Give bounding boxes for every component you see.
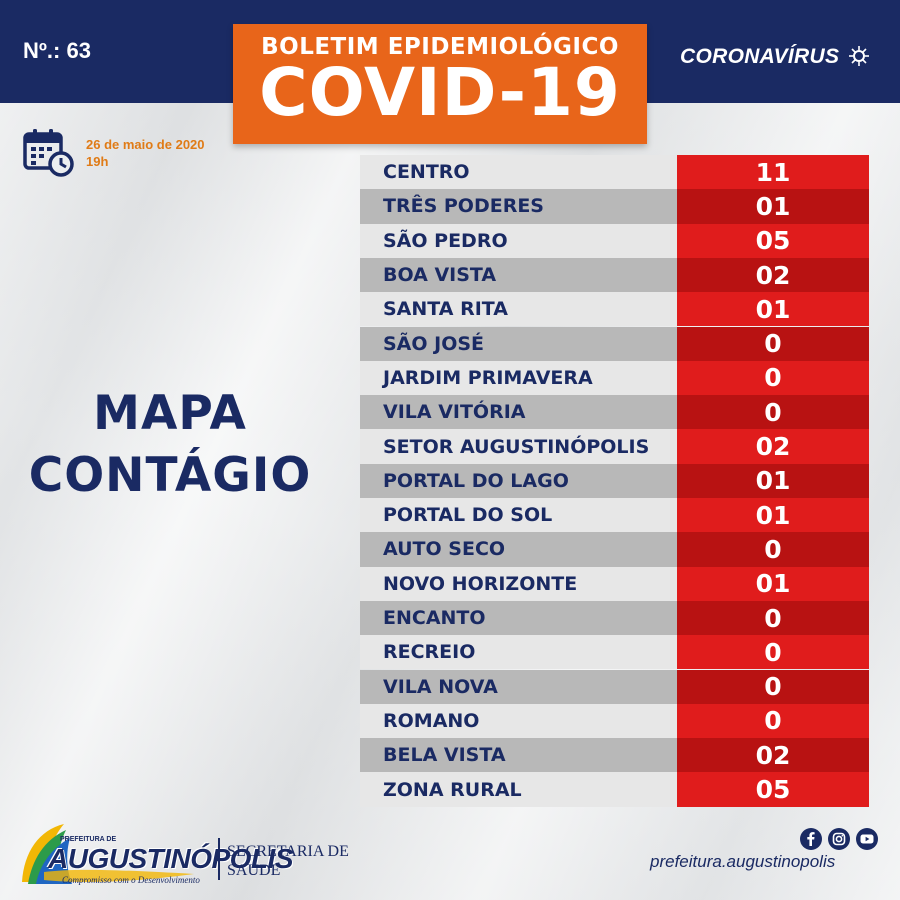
neighborhood-name: BELA VISTA (360, 738, 677, 773)
case-count: 02 (677, 738, 869, 773)
neighborhood-name: SÃO JOSÉ (360, 326, 677, 361)
table-row: BELA VISTA 02 (360, 738, 869, 773)
case-count: 11 (677, 155, 869, 190)
table-row: TRÊS PODERES 01 (360, 189, 869, 224)
table-row: CENTRO 11 (360, 155, 869, 190)
neighborhood-name: CENTRO (360, 155, 677, 190)
neighborhood-name: TRÊS PODERES (360, 189, 677, 224)
case-count: 0 (677, 600, 869, 636)
neighborhood-name: SETOR AUGUSTINÓPOLIS (360, 429, 677, 464)
title-box: BOLETIM EPIDEMIOLÓGICO COVID-19 (233, 24, 647, 144)
neighborhood-name: JARDIM PRIMAVERA (360, 360, 677, 396)
table-row: SANTA RITA 01 (360, 292, 869, 327)
neighborhood-name: ENCANTO (360, 600, 677, 636)
logo-name: AUGUSTINÓPOLIS (48, 843, 294, 874)
case-count: 01 (677, 189, 869, 224)
case-count: 02 (677, 257, 869, 293)
logo-tagline: Compromisso com o Desenvolvimento (62, 875, 200, 885)
neighborhood-name: BOA VISTA (360, 257, 677, 293)
table-row: SÃO JOSÉ 0 (360, 326, 869, 361)
youtube-icon[interactable] (856, 828, 878, 850)
table-row: AUTO SECO 0 (360, 532, 869, 567)
bulletin-title: BOLETIM EPIDEMIOLÓGICO (261, 34, 619, 60)
table-row: RECREIO 0 (360, 635, 869, 670)
calendar-clock-icon (23, 129, 74, 177)
cases-table: CENTRO 11 TRÊS PODERES 01 SÃO PEDRO 05 BOA VIS… (360, 155, 869, 807)
facebook-icon[interactable] (800, 828, 822, 850)
neighborhood-name: PORTAL DO LAGO (360, 463, 677, 498)
table-row: VILA VITÓRIA 0 (360, 395, 869, 430)
neighborhood-name: SÃO PEDRO (360, 223, 677, 258)
bulletin-date: 26 de maio de 2020 (86, 137, 205, 152)
department-line1: SECRETARIA DE (227, 843, 349, 860)
case-count: 0 (677, 395, 869, 430)
table-row: ROMANO 0 (360, 703, 869, 739)
table-row: SETOR AUGUSTINÓPOLIS 02 (360, 429, 869, 464)
table-row: JARDIM PRIMAVERA 0 (360, 360, 869, 396)
neighborhood-name: PORTAL DO SOL (360, 498, 677, 533)
table-row: ZONA RURAL 05 (360, 772, 869, 807)
case-count: 01 (677, 463, 869, 498)
heading-line1: MAPA (93, 386, 247, 441)
case-count: 01 (677, 292, 869, 327)
table-row: VILA NOVA 0 (360, 669, 869, 704)
virus-icon (849, 46, 869, 66)
bulletin-time: 19h (86, 154, 109, 169)
footer-divider (218, 838, 220, 880)
heading-line2: CONTÁGIO (28, 448, 312, 503)
neighborhood-name: NOVO HORIZONTE (360, 566, 677, 601)
case-count: 0 (677, 360, 869, 396)
case-count: 01 (677, 566, 869, 601)
logo-prefix: PREFEITURA DE (60, 836, 117, 843)
case-count: 0 (677, 669, 869, 704)
neighborhood-name: SANTA RITA (360, 292, 677, 327)
neighborhood-name: RECREIO (360, 635, 677, 670)
case-count: 0 (677, 703, 869, 739)
neighborhood-name: ROMANO (360, 703, 677, 739)
table-row: PORTAL DO LAGO 01 (360, 463, 869, 498)
covid-title: COVID-19 (259, 54, 621, 131)
table-row: ENCANTO 0 (360, 600, 869, 636)
case-count: 01 (677, 498, 869, 533)
case-count: 0 (677, 532, 869, 567)
neighborhood-name: VILA NOVA (360, 669, 677, 704)
table-row: BOA VISTA 02 (360, 257, 869, 293)
table-row: NOVO HORIZONTE 01 (360, 566, 869, 601)
case-count: 02 (677, 429, 869, 464)
neighborhood-name: AUTO SECO (360, 532, 677, 567)
case-count: 0 (677, 326, 869, 361)
case-count: 0 (677, 635, 869, 670)
case-count: 05 (677, 223, 869, 258)
department-line2: SAÚDE (227, 862, 281, 879)
coronavirus-brand: CORONAVÍRUS (680, 45, 840, 68)
augustinopolis-logo (22, 824, 194, 884)
case-count: 05 (677, 772, 869, 807)
website-link[interactable]: prefeitura.augustinopolis (650, 852, 836, 871)
neighborhood-name: VILA VITÓRIA (360, 395, 677, 430)
neighborhood-name: ZONA RURAL (360, 772, 677, 807)
instagram-icon[interactable] (828, 828, 850, 850)
bulletin-number: Nº.: 63 (23, 38, 91, 63)
table-row: SÃO PEDRO 05 (360, 223, 869, 258)
table-row: PORTAL DO SOL 01 (360, 498, 869, 533)
